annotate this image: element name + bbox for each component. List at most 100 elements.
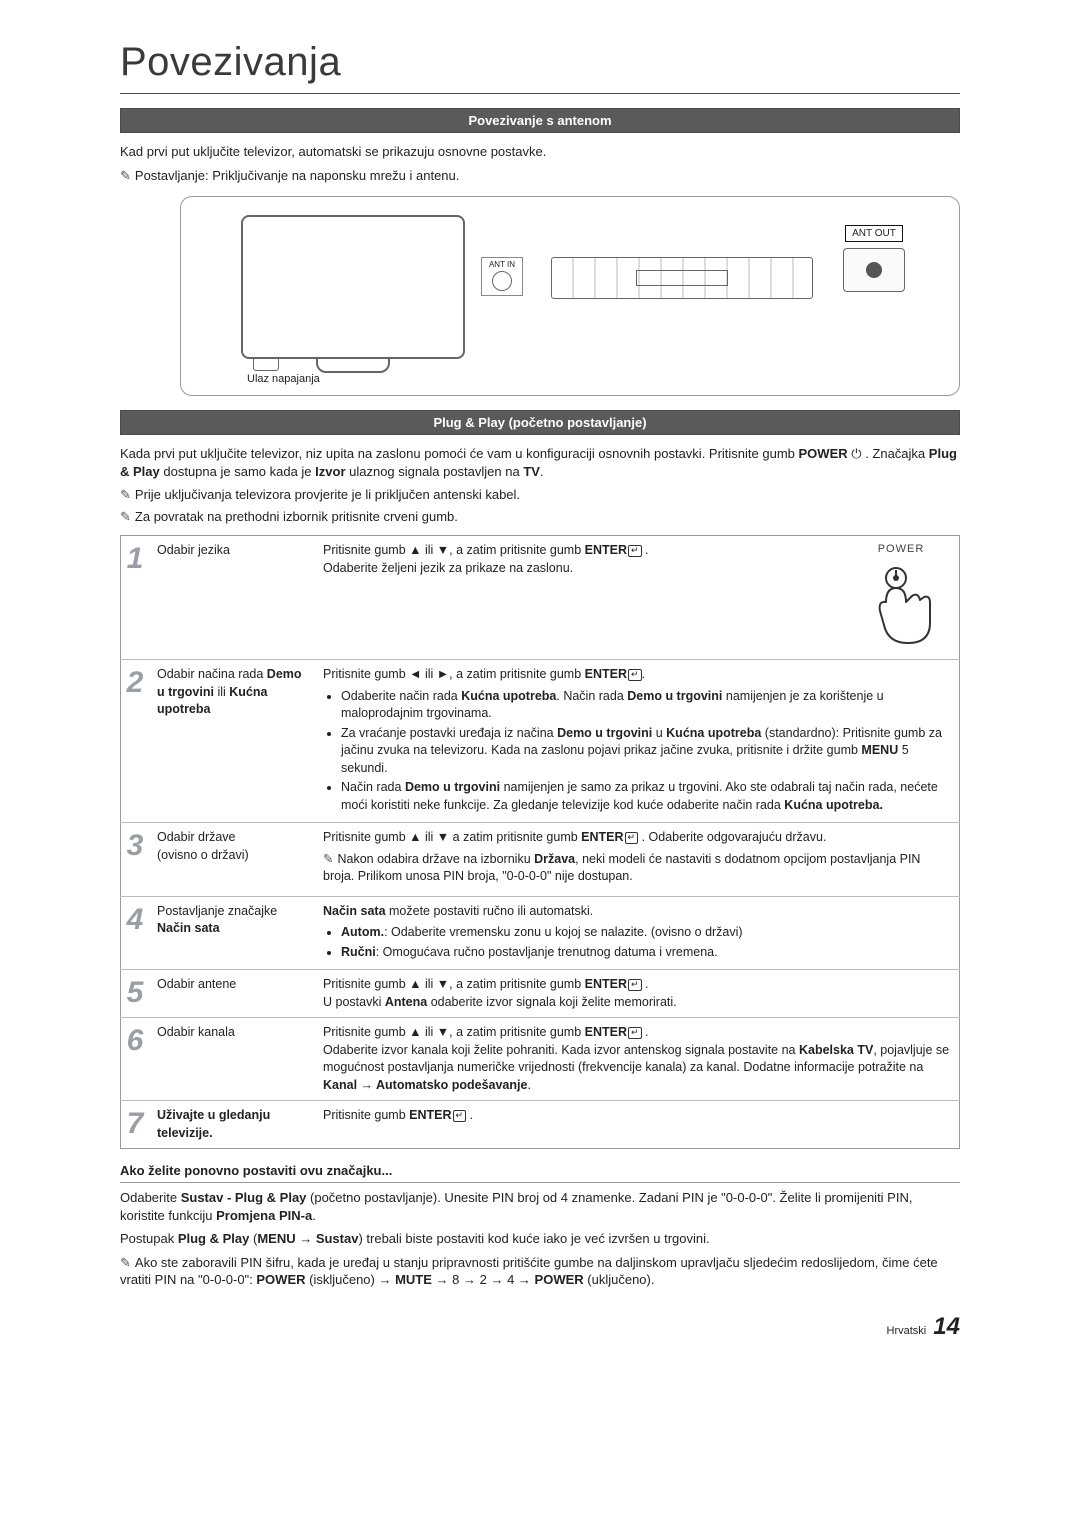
- s3-enter: ENTER: [581, 830, 623, 844]
- section-bar-plugplay: Plug & Play (početno postavljanje): [120, 410, 960, 435]
- ant-out-label: ANT OUT: [845, 225, 903, 242]
- step-row-1: 1 Odabir jezika POWER Pritisnite gumb ▲ …: [121, 536, 960, 660]
- s2-lc: ili: [217, 685, 229, 699]
- step-body: Pritisnite gumb ◄ ili ►, a zatim pritisn…: [315, 660, 960, 823]
- s5-a: Pritisnite gumb ▲ ili ▼, a zatim pritisn…: [323, 977, 585, 991]
- step-row-4: 4 Postavljanje značajke Način sata Način…: [121, 896, 960, 970]
- pp-intro-d: ulaznog signala postavljen na: [349, 464, 523, 479]
- language-label: Hrvatski: [887, 1325, 927, 1337]
- ant-in-text: ANT IN: [489, 260, 515, 269]
- s7-b: .: [470, 1108, 473, 1122]
- step-row-2: 2 Odabir načina rada Demo u trgovini ili…: [121, 660, 960, 823]
- ant-in-connector-icon: [492, 271, 512, 291]
- s1-a: Pritisnite gumb ▲ ili ▼, a zatim pritisn…: [323, 543, 585, 557]
- title-rule: [120, 93, 960, 94]
- power-input-label: Ulaz napajanja: [247, 373, 320, 385]
- list-item: Način rada Demo u trgovini namijenjen je…: [341, 779, 951, 814]
- pp-intro-b: . Značajka: [865, 446, 929, 461]
- list-item: Za vraćanje postavki uređaja iz načina D…: [341, 725, 951, 778]
- note-red-button: Za povratak na prethodni izbornik pritis…: [120, 508, 960, 526]
- step-num: 6: [121, 1018, 150, 1101]
- step-num: 4: [121, 896, 150, 970]
- s7-a: Pritisnite gumb: [323, 1108, 409, 1122]
- step-row-3: 3 Odabir države (ovisno o državi) Pritis…: [121, 823, 960, 897]
- step-body: Pritisnite gumb ENTER↵ .: [315, 1101, 960, 1149]
- s4-bullets: Autom.: Odaberite vremensku zonu u kojoj…: [341, 924, 951, 961]
- vcr-icon: [551, 257, 813, 299]
- ant-out-block: ANT OUT: [829, 225, 919, 292]
- pp-intro-c: dostupna je samo kada je: [163, 464, 315, 479]
- s6-a: Pritisnite gumb ▲ ili ▼, a zatim pritisn…: [323, 1025, 585, 1039]
- power-hand-label: POWER: [857, 542, 945, 557]
- step-body: Pritisnite gumb ▲ ili ▼ a zatim pritisni…: [315, 823, 960, 897]
- s5-enter: ENTER: [585, 977, 627, 991]
- enter-icon: ↵: [628, 979, 642, 991]
- s3-a: Pritisnite gumb ▲ ili ▼ a zatim pritisni…: [323, 830, 581, 844]
- tv-icon: [241, 215, 465, 359]
- pp-izvor-word: Izvor: [315, 464, 345, 479]
- s4-a: Način sata: [323, 904, 386, 918]
- pp-tv-word: TV: [523, 464, 540, 479]
- pp-intro-a: Kada prvi put uključite televizor, niz u…: [120, 446, 799, 461]
- step-num: 3: [121, 823, 150, 897]
- reset-note: Ako ste zaboravili PIN šifru, kada je ur…: [120, 1254, 960, 1289]
- step-label: Odabir načina rada Demo u trgovini ili K…: [149, 660, 315, 823]
- note-setup: Postavljanje: Priključivanje na naponsku…: [120, 167, 960, 185]
- enter-icon: ↵: [628, 1027, 642, 1039]
- step-body: Pritisnite gumb ▲ ili ▼, a zatim pritisn…: [315, 970, 960, 1018]
- s1-enter: ENTER: [585, 543, 627, 557]
- step-label: Odabir kanala: [149, 1018, 315, 1101]
- s2-enter: ENTER: [585, 667, 627, 681]
- step-num: 1: [121, 536, 150, 660]
- s3-b: . Odaberite odgovarajuću državu.: [642, 830, 827, 844]
- step-body: POWER Pritisnite gumb ▲ ili ▼, a zatim p…: [315, 536, 960, 660]
- page-title: Povezivanja: [120, 40, 960, 85]
- list-item: Odaberite način rada Kućna upotreba. Nač…: [341, 688, 951, 723]
- s7-l: Uživajte u gledanju televizije.: [157, 1108, 270, 1140]
- hand-press-icon: [866, 562, 936, 648]
- list-item: Autom.: Odaberite vremensku zonu u kojoj…: [341, 924, 951, 942]
- plugplay-intro: Kada prvi put uključite televizor, niz u…: [120, 445, 960, 480]
- enter-icon: ↵: [453, 1110, 467, 1122]
- antenna-diagram: Ulaz napajanja ANT IN ANT OUT: [180, 196, 960, 396]
- power-symbol-icon: ⏻: [851, 446, 861, 461]
- step-body: Pritisnite gumb ▲ ili ▼, a zatim pritisn…: [315, 1018, 960, 1101]
- ant-in-label: ANT IN: [481, 257, 523, 296]
- power-hand: POWER: [857, 542, 945, 653]
- step-row-5: 5 Odabir antene Pritisnite gumb ▲ ili ▼,…: [121, 970, 960, 1018]
- reset-heading: Ako želite ponovno postaviti ovu značajk…: [120, 1163, 960, 1178]
- s2-la: Odabir načina rada: [157, 667, 267, 681]
- steps-table: 1 Odabir jezika POWER Pritisnite gumb ▲ …: [120, 535, 960, 1149]
- page-root: Povezivanja Povezivanje s antenom Kad pr…: [60, 0, 1020, 1371]
- list-item: Ručni: Omogućava ručno postavljanje tren…: [341, 944, 951, 962]
- step-label: Odabir antene: [149, 970, 315, 1018]
- reset-rule: [120, 1182, 960, 1183]
- step-label: Odabir jezika: [149, 536, 315, 660]
- s6-enter: ENTER: [585, 1025, 627, 1039]
- pp-power-word: POWER: [799, 446, 848, 461]
- page-footer: Hrvatski 14: [120, 1313, 960, 1341]
- step-body: Način sata možete postaviti ručno ili au…: [315, 896, 960, 970]
- s3-subnote: Nakon odabira države na izborniku Država…: [323, 851, 951, 886]
- page-number: 14: [933, 1313, 960, 1340]
- enter-icon: ↵: [628, 669, 642, 681]
- enter-icon: ↵: [625, 832, 639, 844]
- section-bar-antenna: Povezivanje s antenom: [120, 108, 960, 133]
- s2-a: Pritisnite gumb ◄ ili ►, a zatim pritisn…: [323, 667, 585, 681]
- s4-lb: Način sata: [157, 921, 220, 935]
- s4-b: možete postaviti ručno ili automatski.: [389, 904, 593, 918]
- step-label: Postavljanje značajke Način sata: [149, 896, 315, 970]
- enter-icon: ↵: [628, 545, 642, 557]
- ant-out-plug-icon: [843, 248, 905, 292]
- step-num: 2: [121, 660, 150, 823]
- s7-enter: ENTER: [409, 1108, 451, 1122]
- reset-p1: Odaberite Sustav - Plug & Play (početno …: [120, 1189, 960, 1224]
- vcr-slot-icon: [636, 270, 728, 286]
- step-row-6: 6 Odabir kanala Pritisnite gumb ▲ ili ▼,…: [121, 1018, 960, 1101]
- intro-text-1: Kad prvi put uključite televizor, automa…: [120, 143, 960, 161]
- step-row-7: 7 Uživajte u gledanju televizije. Pritis…: [121, 1101, 960, 1149]
- s4-la: Postavljanje značajke: [157, 904, 277, 918]
- step-label: Uživajte u gledanju televizije.: [149, 1101, 315, 1149]
- reset-p2: Postupak Plug & Play (MENU → Sustav) tre…: [120, 1230, 960, 1248]
- step-label: Odabir države (ovisno o državi): [149, 823, 315, 897]
